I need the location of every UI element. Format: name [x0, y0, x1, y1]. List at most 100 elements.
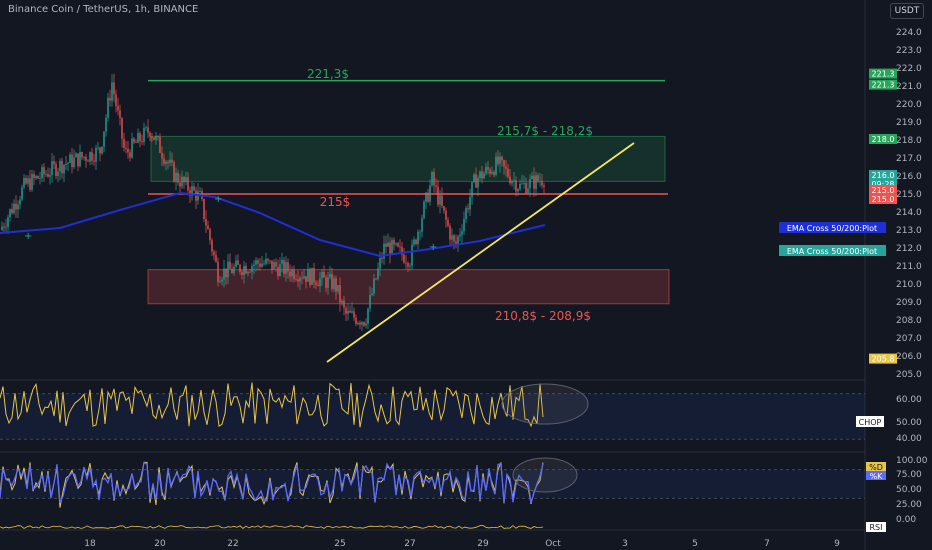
chop-label-box — [856, 416, 884, 427]
candle-body — [267, 258, 269, 261]
candle-body — [287, 262, 289, 272]
candle-body — [19, 199, 21, 205]
candle-body — [67, 162, 69, 164]
currency-button[interactable]: USDT — [890, 3, 924, 19]
candle-body — [205, 219, 207, 226]
candle-body — [245, 265, 247, 274]
ema-label-box — [779, 245, 886, 256]
time-tick: 25 — [334, 539, 345, 549]
candle-body — [91, 152, 93, 161]
candle-body — [475, 174, 477, 188]
candle-body — [485, 167, 487, 174]
candle-body — [533, 175, 535, 189]
candle-body — [285, 262, 287, 274]
candle-body — [185, 177, 187, 183]
time-tick: 27 — [404, 539, 415, 549]
candle-body — [47, 174, 49, 177]
candle-body — [57, 171, 59, 177]
candle-body — [249, 271, 251, 273]
candle-body — [123, 138, 125, 148]
candle-body — [231, 268, 233, 274]
candle-body — [145, 127, 147, 129]
candle-body — [241, 272, 243, 276]
candle-body — [431, 172, 433, 186]
candle-body — [375, 278, 377, 280]
candle-body — [535, 175, 537, 189]
candle-body — [23, 178, 25, 188]
candle-body — [225, 268, 227, 278]
price-tick: 216.0 — [896, 172, 922, 182]
candle-body — [255, 260, 257, 265]
candle-body — [163, 158, 165, 164]
candle-body — [321, 271, 323, 279]
candle-body — [203, 199, 205, 220]
candle-body — [509, 176, 511, 184]
candle-body — [147, 127, 149, 133]
candle-body — [469, 197, 471, 210]
candle-body — [27, 178, 29, 184]
candle-body — [187, 177, 189, 191]
candle-body — [511, 180, 513, 184]
candle-body — [223, 268, 225, 280]
stoch-tick: 50.00 — [896, 485, 922, 495]
candle-body — [467, 208, 469, 210]
candle-body — [365, 323, 367, 326]
candle-body — [69, 154, 71, 163]
price-badge-text: 221.3 — [872, 70, 895, 79]
candle-body — [449, 225, 451, 240]
candle-body — [313, 267, 315, 283]
candle-body — [323, 271, 325, 278]
candle-body — [243, 265, 245, 276]
candle-body — [161, 152, 163, 159]
candle-body — [411, 244, 413, 266]
candle-body — [227, 261, 229, 278]
candle-body — [7, 217, 9, 227]
candle-body — [299, 277, 301, 282]
candle-body — [439, 195, 441, 205]
stoch-tick: 25.00 — [896, 500, 922, 510]
candle-body — [463, 218, 465, 232]
candle-body — [441, 195, 443, 207]
resistance-zone-label: 215,7$ - 218,2$ — [497, 124, 593, 138]
candle-body — [59, 160, 61, 172]
candle-body — [41, 167, 43, 179]
candle-body — [363, 322, 365, 326]
candle-body — [331, 274, 333, 289]
candle-body — [525, 183, 527, 194]
candle-body — [213, 251, 215, 256]
candle-body — [119, 110, 121, 118]
candle-body — [99, 147, 101, 154]
price-badge — [869, 170, 897, 180]
candle-body — [367, 308, 369, 324]
candle-body — [401, 246, 403, 255]
candle-body — [453, 235, 455, 242]
candle-body — [81, 152, 83, 158]
candle-body — [303, 276, 305, 279]
candle-body — [443, 206, 445, 211]
candle-body — [499, 156, 501, 164]
time-tick: 9 — [834, 539, 840, 549]
candle-body — [109, 97, 111, 101]
candle-body — [389, 242, 391, 255]
chop-label: CHOP — [859, 418, 882, 427]
candle-body — [403, 254, 405, 263]
candle-body — [237, 260, 239, 265]
candle-body — [171, 159, 173, 163]
symbol-title[interactable]: Binance Coin / TetherUS, 1h, BINANCE — [8, 4, 199, 15]
price-tick: 205.0 — [896, 370, 922, 380]
candle-body — [259, 263, 261, 267]
candle-body — [233, 266, 235, 274]
candle-body — [15, 203, 17, 210]
candle-body — [35, 176, 37, 179]
price-badge-text: 218.0 — [872, 135, 895, 144]
candle-body — [347, 310, 349, 314]
candle-body — [517, 189, 519, 192]
candle-body — [121, 117, 123, 139]
candle-body — [325, 277, 327, 288]
rsi-label: RSI — [870, 523, 883, 532]
rsi-line — [0, 525, 544, 529]
candle-group — [1, 73, 545, 331]
stoch-highlight — [512, 457, 578, 493]
candle-body — [309, 269, 311, 285]
